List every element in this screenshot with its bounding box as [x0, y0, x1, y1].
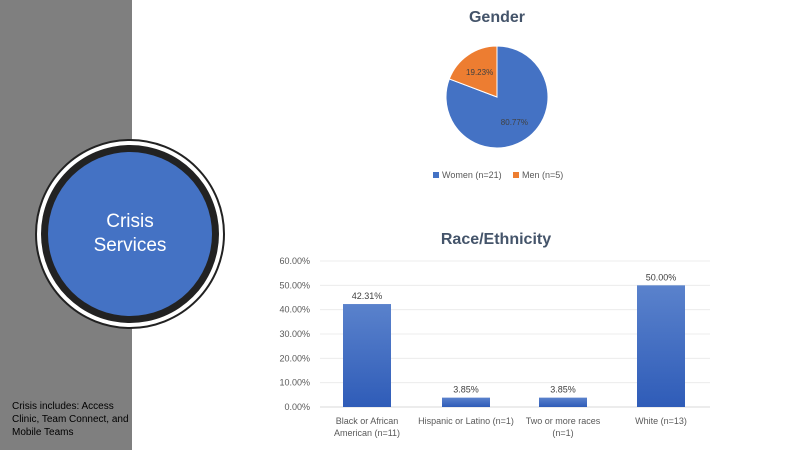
bar-data-label: 3.85% — [453, 385, 479, 395]
x-tick-label: White (n=13) — [635, 416, 687, 426]
x-tick-label: Black or African — [336, 416, 399, 426]
x-tick-label: American (n=11) — [334, 428, 400, 438]
bar-data-label: 42.31% — [352, 291, 383, 301]
circle-label: Crisis Services — [93, 211, 167, 256]
x-tick-label: Two or more races — [526, 416, 601, 426]
y-tick-label: 20.00% — [279, 353, 310, 363]
legend-swatch — [433, 172, 439, 178]
legend-label: Women (n=21) — [442, 170, 502, 180]
y-tick-label: 40.00% — [279, 305, 310, 315]
pie-title: Gender — [468, 9, 525, 26]
legend-label: Men (n=5) — [522, 170, 563, 180]
pie-slice-0 — [445, 45, 549, 149]
pie-slice-1 — [448, 45, 498, 98]
pie-data-label: 80.77% — [501, 118, 528, 127]
bar-0 — [343, 304, 391, 407]
x-tick-label: (n=1) — [552, 428, 573, 438]
y-tick-label: 30.00% — [279, 329, 310, 339]
crisis-services-circle: Crisis Services — [48, 152, 212, 316]
y-tick-label: 50.00% — [279, 280, 310, 290]
legend-swatch — [513, 172, 519, 178]
crisis-note: Crisis includes: Access Clinic, Team Con… — [12, 401, 129, 438]
pie-data-label: 19.23% — [466, 68, 493, 77]
bar-data-label: 3.85% — [550, 385, 576, 395]
bar-3 — [637, 285, 685, 407]
bar-title: Race/Ethnicity — [440, 231, 552, 248]
bar-2 — [539, 397, 587, 407]
y-tick-label: 10.00% — [279, 378, 310, 388]
bar-1 — [442, 397, 490, 407]
bar-data-label: 50.00% — [646, 272, 677, 282]
y-tick-label: 60.00% — [279, 256, 310, 266]
x-tick-label: Hispanic or Latino (n=1) — [418, 416, 514, 426]
y-tick-label: 0.00% — [284, 402, 310, 412]
